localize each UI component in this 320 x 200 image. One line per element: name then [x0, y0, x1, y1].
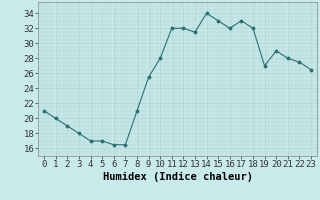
X-axis label: Humidex (Indice chaleur): Humidex (Indice chaleur): [103, 172, 252, 182]
